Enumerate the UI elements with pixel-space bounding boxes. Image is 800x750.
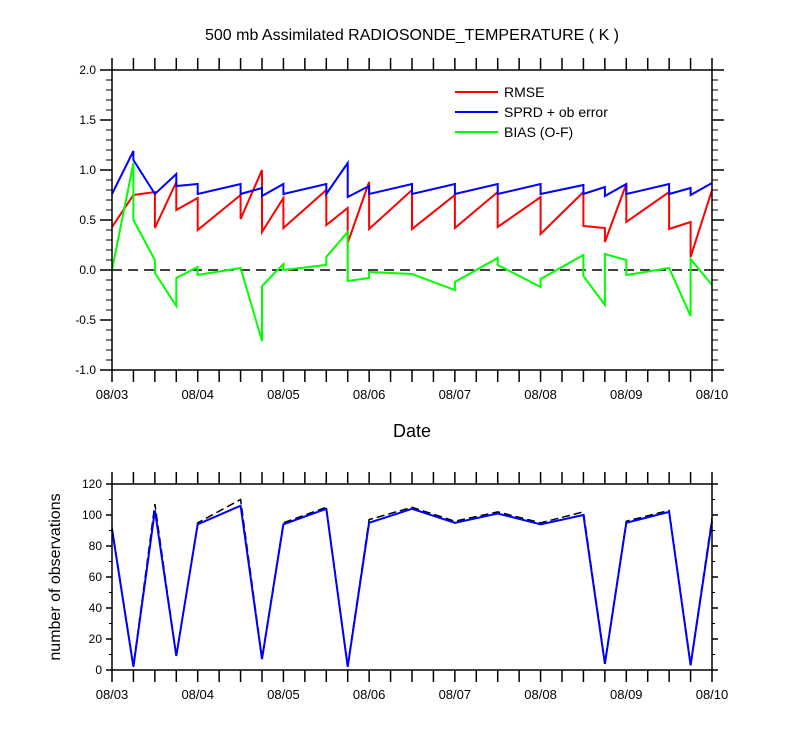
bottom-plot-frame (111, 483, 713, 671)
series-line-rmse (111, 169, 713, 258)
y-tick-label: 40 (89, 601, 103, 615)
y-tick-label: 20 (89, 632, 103, 646)
legend-label: SPRD + ob error (504, 104, 608, 120)
x-tick-label: 08/08 (524, 387, 557, 402)
top-ticks (100, 58, 724, 382)
top-series (111, 150, 713, 342)
x-tick-label: 08/05 (267, 687, 300, 702)
y-tick-label: 100 (82, 508, 102, 522)
top-panel: -1.0-0.50.00.51.01.52.0 08/03 08/04 08/05 0… (75, 58, 728, 402)
top-x-axis-label: Date (393, 421, 431, 441)
top-y-tick-labels: -1.0 -0.5 0.0 0.5 1.0 1.5 2.0 (75, 63, 96, 377)
top-x-tick-labels: 08/03 08/04 08/05 08/06 08/07 08/08 08/09 08/10 (96, 387, 729, 402)
y-tick-label: 60 (89, 570, 103, 584)
top-plot-frame (111, 69, 713, 371)
x-tick-label: 08/10 (696, 387, 729, 402)
y-tick-label: 1.0 (79, 163, 96, 177)
chart-title: 500 mb Assimilated RADIOSONDE_TEMPERATUR… (205, 27, 619, 44)
bottom-ticks (106, 472, 718, 682)
legend-label: BIAS (O-F) (504, 124, 573, 140)
x-tick-label: 08/03 (96, 387, 129, 402)
y-tick-label: 0 (95, 663, 102, 677)
y-tick-label: 2.0 (79, 63, 96, 77)
x-tick-label: 08/10 (696, 687, 729, 702)
series-line-possible-observations (111, 498, 713, 666)
x-tick-label: 08/05 (267, 387, 300, 402)
y-tick-label: 120 (82, 477, 102, 491)
x-tick-label: 08/04 (181, 387, 214, 402)
y-tick-label: 0.0 (79, 263, 96, 277)
x-tick-label: 08/06 (353, 387, 386, 402)
y-tick-label: 1.5 (79, 113, 96, 127)
x-tick-label: 08/07 (439, 687, 472, 702)
y-tick-label: 80 (89, 539, 103, 553)
y-tick-label: -1.0 (75, 363, 96, 377)
bottom-x-tick-labels: 08/03 08/04 08/05 08/06 08/07 08/08 08/09 08/10 (96, 687, 729, 702)
series-line-assimilated-observations (111, 504, 713, 668)
bottom-series (111, 498, 713, 668)
series-line-sprd-ob-error (111, 150, 713, 199)
y-tick-label: -0.5 (75, 313, 96, 327)
x-tick-label: 08/09 (610, 687, 643, 702)
x-tick-label: 08/07 (439, 387, 472, 402)
bottom-y-axis-label: number of observations (47, 493, 64, 660)
x-tick-label: 08/04 (181, 687, 214, 702)
x-tick-label: 08/06 (353, 687, 386, 702)
x-tick-label: 08/03 (96, 687, 129, 702)
bottom-y-tick-labels: 0 20 40 60 80 100 120 (82, 477, 102, 677)
y-tick-label: 0.5 (79, 213, 96, 227)
x-tick-label: 08/08 (524, 687, 557, 702)
series-line-bias-o-f (111, 162, 713, 342)
legend-label: RMSE (504, 84, 544, 100)
x-tick-label: 08/09 (610, 387, 643, 402)
legend: RMSE SPRD + ob error BIAS (O-F) (455, 84, 608, 140)
